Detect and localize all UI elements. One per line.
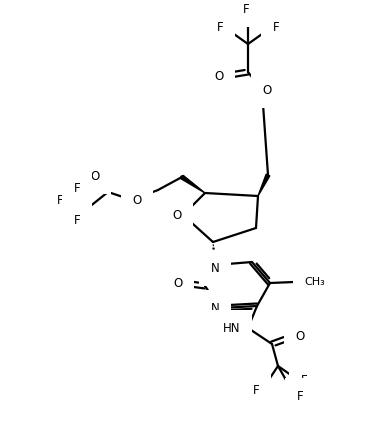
Text: F: F bbox=[217, 21, 223, 34]
Polygon shape bbox=[258, 174, 270, 196]
Text: F: F bbox=[243, 3, 249, 16]
Text: O: O bbox=[132, 194, 142, 207]
Text: F: F bbox=[273, 21, 279, 34]
Text: O: O bbox=[172, 208, 181, 221]
Text: F: F bbox=[57, 194, 64, 207]
Text: O: O bbox=[91, 169, 100, 182]
Text: F: F bbox=[297, 389, 303, 402]
Text: O: O bbox=[296, 329, 305, 343]
Text: CH₃: CH₃ bbox=[304, 277, 325, 287]
Text: N: N bbox=[211, 302, 220, 314]
Text: HN: HN bbox=[223, 322, 240, 335]
Text: O: O bbox=[173, 276, 183, 289]
Text: N: N bbox=[211, 262, 220, 275]
Text: F: F bbox=[253, 383, 260, 396]
Text: F: F bbox=[74, 214, 80, 227]
Text: O: O bbox=[214, 69, 223, 82]
Text: F: F bbox=[301, 374, 307, 387]
Polygon shape bbox=[181, 175, 205, 193]
Text: O: O bbox=[262, 83, 272, 96]
Text: F: F bbox=[74, 181, 80, 194]
